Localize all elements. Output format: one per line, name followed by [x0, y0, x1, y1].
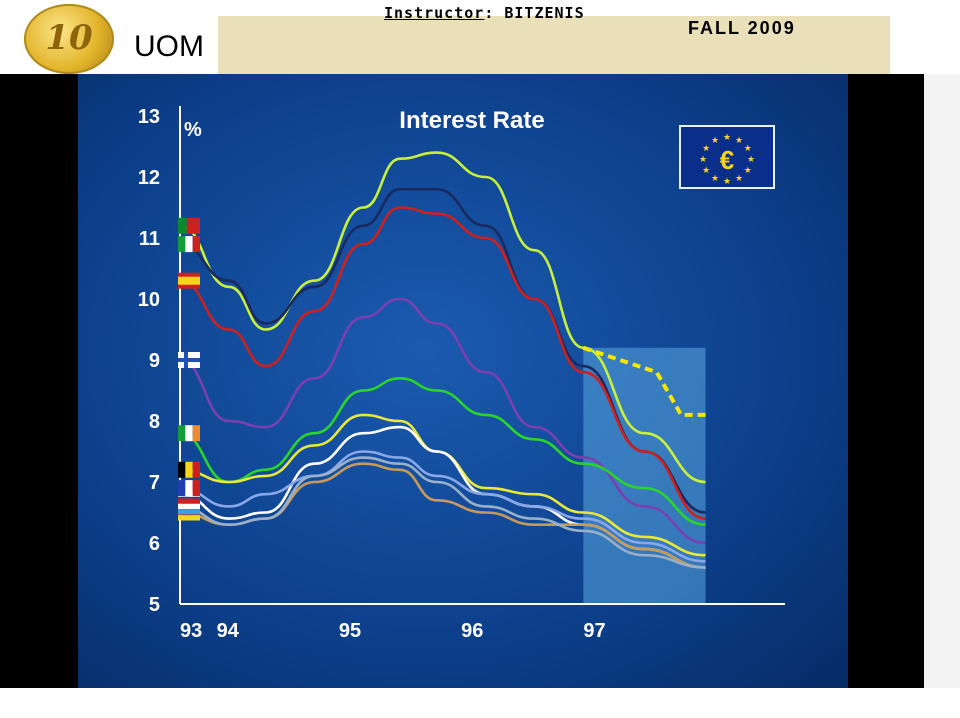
portugal-flag — [178, 217, 200, 234]
instructor-line: Instructor: BITZENIS — [384, 4, 585, 22]
x-tick-label: 96 — [461, 620, 483, 642]
instructor-label: Instructor — [384, 4, 485, 22]
flag-band — [185, 236, 193, 253]
chart-title: Interest Rate — [399, 107, 544, 134]
flag-band — [178, 217, 187, 234]
world-map-banner — [218, 16, 890, 74]
finland-flag — [178, 352, 200, 368]
x-tick-label: 94 — [217, 620, 240, 642]
euro-star-icon: ★ — [735, 173, 743, 183]
flag-cross — [178, 358, 200, 362]
series-line-portugal — [179, 151, 706, 484]
flag-band — [185, 425, 193, 442]
flag-band — [192, 480, 200, 497]
instructor-name: : BITZENIS — [484, 4, 585, 22]
y-tick-label: 9 — [149, 350, 160, 372]
france-flag — [178, 480, 200, 497]
flag-band — [192, 236, 200, 253]
euro-star-icon: ★ — [699, 154, 707, 164]
flag-band — [178, 498, 200, 504]
euro-sign-icon: € — [720, 145, 734, 175]
x-tick-label: 97 — [583, 620, 605, 642]
euro-star-icon: ★ — [702, 143, 710, 153]
series-line-spain — [179, 206, 706, 520]
flag-band — [178, 425, 186, 442]
y-tick-label: 10 — [138, 289, 160, 311]
ireland-flag — [178, 425, 200, 442]
y-tick-label: 6 — [149, 533, 160, 555]
italy-flag — [178, 236, 200, 253]
flag-band — [178, 509, 200, 515]
coin-number: 10 — [45, 18, 93, 58]
series-line-italy — [179, 187, 706, 514]
series-line-finland — [179, 297, 706, 545]
euro-star-icon: ★ — [747, 154, 755, 164]
x-tick-label: 95 — [339, 620, 361, 642]
semester-label: FALL 2009 — [688, 18, 796, 38]
flag-band — [185, 480, 193, 497]
spain-flag — [178, 272, 200, 289]
flag-band — [186, 217, 200, 234]
euro-star-icon: ★ — [744, 165, 752, 175]
flag-band — [178, 503, 200, 510]
euro-star-icon: ★ — [723, 132, 731, 142]
euro-star-icon: ★ — [711, 173, 719, 183]
series-line-france — [179, 450, 706, 563]
flag-band — [178, 236, 186, 253]
belgium-flag — [178, 461, 200, 478]
y-tick-label: 8 — [149, 411, 160, 433]
y-tick-label: 11 — [139, 228, 160, 250]
flag-band — [178, 461, 186, 478]
y-tick-label: 5 — [149, 594, 160, 616]
flag-band — [192, 461, 200, 478]
slide-header: 10 UOM Instructor: BITZENIS FALL 2009 — [0, 0, 960, 74]
euro-emblem-background — [679, 125, 775, 189]
series-line-luxembourg — [179, 456, 706, 569]
euro-star-icon: ★ — [702, 165, 710, 175]
y-tick-label: 13 — [138, 106, 160, 128]
y-tick-label: 7 — [149, 472, 160, 494]
euro-emblem-icon: ★★★★★★★★★ ★ ★★€ — [679, 125, 775, 189]
euro-star-icon: ★ — [744, 143, 752, 153]
euro-star-icon: ★ — [735, 135, 743, 145]
y-axis-label: % — [184, 119, 202, 141]
euro-coin-logo: 10 — [24, 4, 114, 74]
euro-star-icon: ★ — [711, 135, 719, 145]
flag-band — [178, 276, 200, 285]
slide-frame: 5 6 7 8 9 10 11 12 13 93 94 95 96 97% Interest Rate ★ ★… — [0, 74, 924, 688]
flag-band — [192, 425, 200, 442]
flag-band — [178, 480, 186, 497]
x-tick-label: 93 — [180, 620, 202, 642]
series-line-ireland — [179, 377, 706, 526]
y-tick-label: 12 — [138, 167, 160, 189]
flag-band — [178, 515, 200, 521]
university-logo-text: UOM — [134, 30, 204, 63]
side-decoration — [924, 74, 960, 688]
euro-star-icon: ★ — [723, 176, 731, 186]
luxembourg-flag — [178, 498, 200, 515]
flag-band — [185, 461, 193, 478]
slide-footer — [0, 688, 960, 718]
